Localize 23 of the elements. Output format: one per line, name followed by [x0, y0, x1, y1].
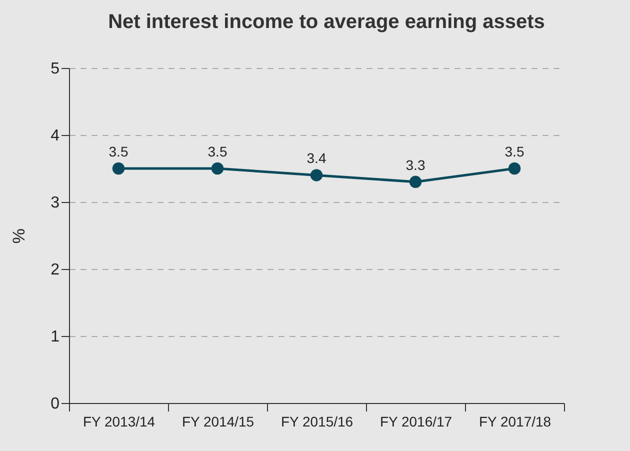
point [211, 162, 224, 175]
data-label: 3.5 [108, 144, 128, 160]
point [310, 169, 323, 182]
x-tick-label: FY 2013/14 [82, 414, 156, 430]
y-tick-label: 2 [50, 262, 60, 278]
x-tick-label: FY 2015/16 [280, 414, 354, 430]
y-tick-label: 0 [50, 396, 60, 412]
x-tick-label: FY 2017/18 [478, 414, 552, 430]
x-tick-label: FY 2014/15 [182, 414, 254, 430]
data-label: 3.4 [306, 150, 326, 166]
data-label: 3.5 [504, 144, 524, 160]
y-tick-label: 5 [50, 60, 60, 78]
y-axis-title: % [10, 228, 29, 244]
x-tick-label: FY 2016/17 [380, 414, 452, 430]
y-tick-label: 4 [50, 128, 60, 144]
point [112, 162, 125, 175]
y-tick-label: 3 [50, 194, 60, 212]
chart-title: Net interest income to average earning assets [108, 11, 545, 33]
point [508, 162, 521, 175]
data-label: 3.5 [208, 144, 228, 160]
y-tick-label: 1 [50, 328, 60, 346]
point [409, 176, 422, 188]
data-label: 3.3 [406, 156, 426, 173]
